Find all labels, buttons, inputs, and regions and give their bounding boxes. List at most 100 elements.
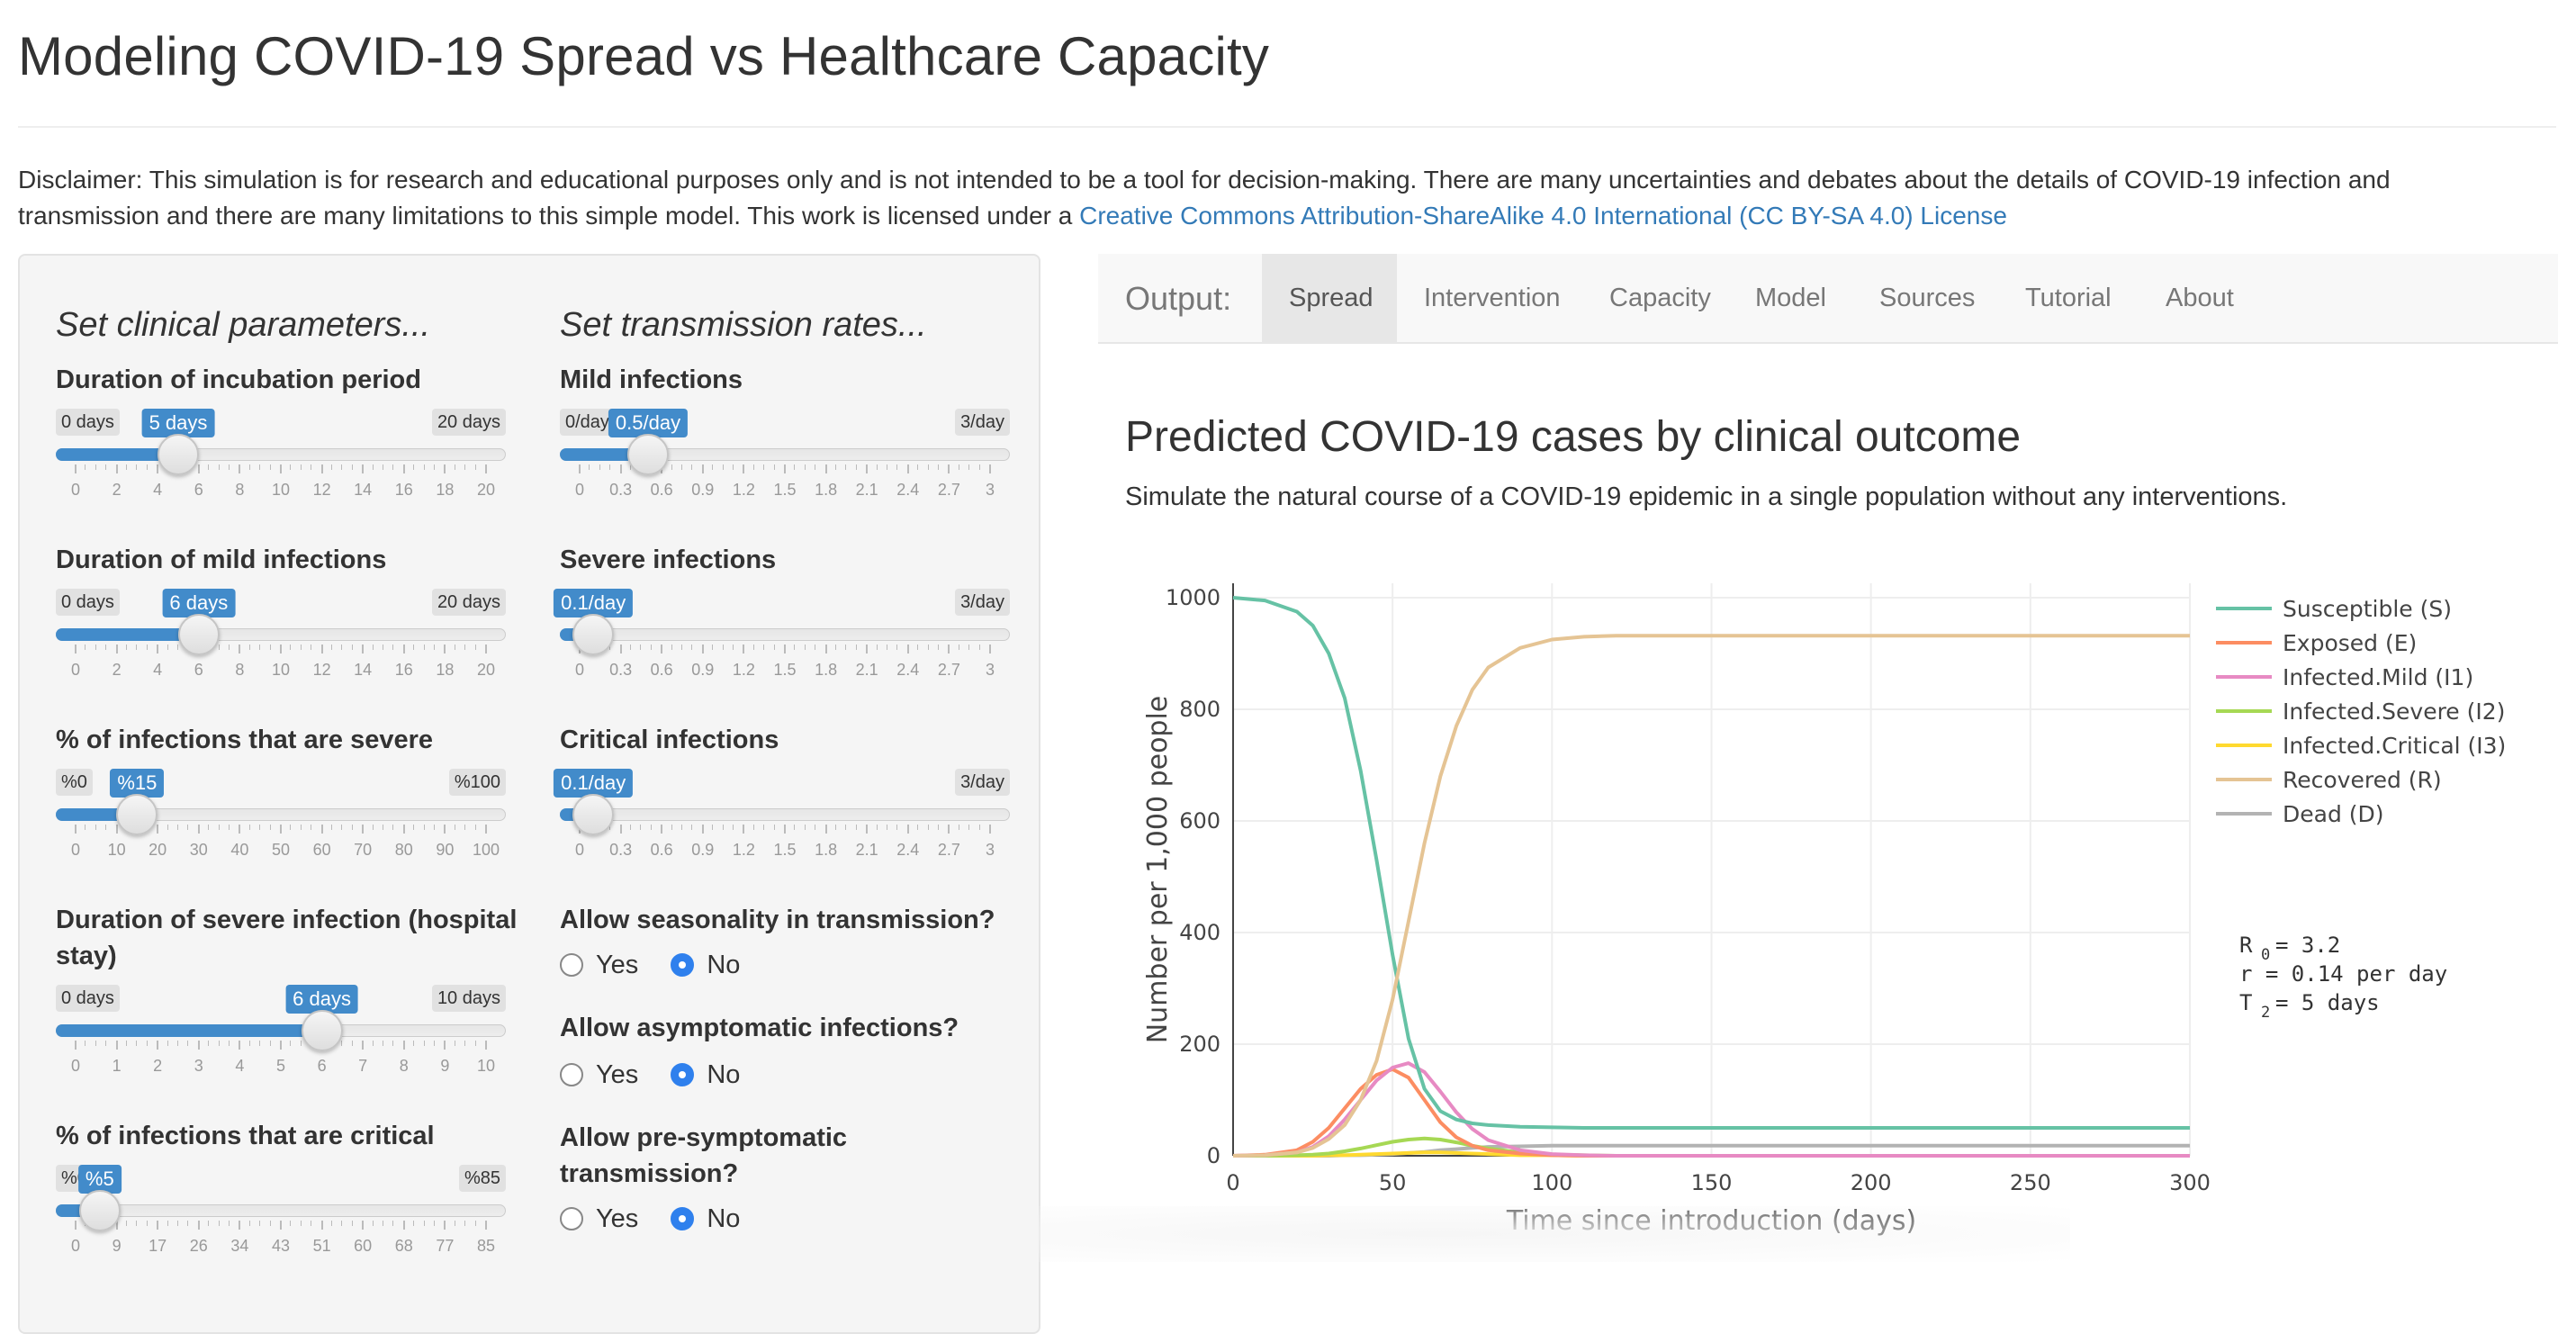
slider-track[interactable] — [560, 628, 1010, 641]
slider-tick-label: 0.3 — [609, 661, 633, 679]
output-brand: Output: — [1125, 280, 1232, 317]
chart-y-tick-label: 400 — [1179, 920, 1220, 945]
slider-ticks: 0 2 4 6 8 10 12 14 16 18 20 — [56, 644, 506, 681]
slider-tick — [239, 1041, 241, 1050]
tab-about[interactable]: About — [2166, 284, 2234, 312]
legend-entry: Susceptible (S) — [2283, 596, 2452, 622]
severe-duration-slider[interactable]: 0 days 10 days 6 days 0 1 2 3 4 5 6 7 8 9 10 — [56, 985, 506, 1111]
slider-tick — [218, 644, 220, 650]
seasonality-yes-radio[interactable] — [560, 953, 583, 977]
slider-min-label: 0 days — [56, 589, 120, 616]
slider-tick — [743, 825, 745, 834]
presymptomatic-no-radio[interactable] — [671, 1207, 695, 1230]
slider-tick — [804, 644, 806, 650]
tab-spread[interactable]: Spread — [1262, 254, 1397, 342]
slider-tick-label: 85 — [476, 1237, 496, 1255]
slider-tick — [579, 464, 581, 473]
slider-tick — [259, 1221, 261, 1226]
critical-rate-slider[interactable]: 0/day3/day0.1/day00.30.60.91.21.51.82.12… — [554, 769, 1010, 895]
slider-max-label: 20 days — [431, 589, 506, 616]
slider-tick-label: 51 — [312, 1237, 331, 1255]
slider-tick — [269, 1041, 271, 1046]
slider-tick — [300, 825, 302, 830]
tab-capacity[interactable]: Capacity — [1609, 284, 1711, 312]
slider-handle[interactable] — [627, 434, 669, 475]
slider-tick-label: 9 — [112, 1237, 122, 1255]
tab-intervention[interactable]: Intervention — [1424, 284, 1561, 312]
slider-tick-label: 30 — [189, 841, 208, 859]
slider-tick — [280, 644, 282, 653]
slider-tick — [824, 825, 827, 834]
asymptomatic-no-radio[interactable] — [671, 1063, 695, 1086]
seasonality-no-radio[interactable] — [671, 953, 695, 977]
license-link[interactable]: Creative Commons Attribution-ShareAlike … — [1079, 202, 2007, 230]
chart-x-tick-label: 200 — [1851, 1170, 1892, 1195]
slider-tick — [362, 1221, 365, 1230]
slider-tick — [372, 1221, 374, 1226]
asymptomatic-yes-option[interactable]: Yes — [560, 1060, 638, 1090]
presymptomatic-yes-option[interactable]: Yes — [560, 1204, 638, 1234]
annotation-t2-label: T — [2239, 990, 2252, 1015]
slider-tick-label: 0.9 — [691, 661, 715, 679]
slider-tick — [269, 825, 271, 830]
slider-tick — [773, 464, 775, 470]
tab-tutorial[interactable]: Tutorial — [2025, 284, 2112, 312]
slider-tick-label: 10 — [476, 1057, 496, 1075]
slider-handle[interactable] — [158, 434, 199, 475]
slider-handle[interactable] — [116, 794, 158, 835]
severe-rate-slider[interactable]: 0/day3/day0.1/day00.30.60.91.21.51.82.12… — [554, 589, 1010, 715]
asymptomatic-yes-radio[interactable] — [560, 1063, 583, 1086]
mild-duration-slider[interactable]: 0 days 20 days 6 days 0 2 4 6 8 10 12 14 16 18 20 — [56, 589, 506, 715]
slider-tick — [845, 644, 847, 650]
seasonality-no-option[interactable]: No — [671, 951, 740, 980]
slider-tick — [157, 464, 159, 473]
slider-tick-label: 14 — [354, 481, 373, 499]
slider-tick — [197, 464, 200, 473]
slider-handle[interactable] — [572, 794, 615, 835]
slider-track[interactable] — [560, 808, 1010, 821]
slider-tick — [474, 464, 476, 470]
slider-handle[interactable] — [177, 614, 220, 655]
critical-percent-slider[interactable]: %0 %85 %5 0 9 17 26 34 43 51 60 68 77 85 — [56, 1165, 506, 1291]
slider-tick — [444, 1041, 446, 1050]
slider-tick-label: 70 — [354, 841, 373, 859]
slider-tick — [392, 644, 394, 650]
seasonality-yes-option[interactable]: Yes — [560, 951, 638, 980]
mild-rate-slider[interactable]: 0/day 3/day 0.5/day 0 0.3 0.6 0.9 1.2 1.5 1.8 2.1 2… — [560, 409, 1010, 535]
slider-ticks: 0 0.3 0.6 0.9 1.2 1.5 1.8 2.1 2.4 2.7 3 — [560, 644, 1010, 681]
slider-track[interactable] — [56, 1204, 506, 1217]
incubation-slider[interactable]: 0 days 20 days 5 days 0 2 4 6 8 10 12 14 16 18 20 — [56, 409, 506, 535]
chart-x-tick-label: 50 — [1379, 1170, 1407, 1195]
tab-model[interactable]: Model — [1755, 284, 1826, 312]
tab-sources[interactable]: Sources — [1879, 284, 1976, 312]
slider-tick — [423, 825, 425, 830]
slider-tick — [157, 1221, 159, 1230]
slider-tick-label: 1.5 — [773, 661, 797, 679]
legend-entry: Infected.Severe (I2) — [2283, 699, 2505, 725]
slider-tick-label: 6 — [194, 481, 203, 499]
slider-tick-label: 0.3 — [609, 481, 633, 499]
severe-percent-slider[interactable]: %0 %100 %15 0 10 20 30 40 50 60 70 80 90 100 — [56, 769, 506, 895]
slider-tick — [896, 644, 898, 650]
seasonality-radio-group: Yes No — [560, 947, 772, 983]
slider-tick — [402, 464, 405, 473]
spread-chart[interactable]: 0 50 100 150 200 250 300 0 200 400 600 800 1000 Time … — [1116, 558, 2556, 1262]
slider-tick — [866, 644, 869, 653]
slider-handle[interactable] — [301, 1010, 343, 1051]
slider-tick-label: 68 — [394, 1237, 413, 1255]
slider-tick — [866, 825, 869, 834]
presymptomatic-yes-radio[interactable] — [560, 1207, 583, 1230]
annotation-r0-label: R — [2239, 933, 2253, 958]
slider-tick — [876, 644, 878, 650]
slider-tick — [650, 825, 652, 830]
slider-tick — [248, 464, 250, 470]
presymptomatic-no-option[interactable]: No — [671, 1204, 740, 1234]
slider-tick — [661, 644, 663, 653]
slider-tick — [917, 825, 919, 830]
slider-tick — [248, 1221, 250, 1226]
annotation-growth-rate: r = 0.14 per day — [2239, 961, 2447, 987]
asymptomatic-no-option[interactable]: No — [671, 1060, 740, 1090]
slider-tick — [402, 825, 405, 834]
slider-handle[interactable] — [78, 1190, 121, 1231]
slider-handle[interactable] — [572, 614, 615, 655]
